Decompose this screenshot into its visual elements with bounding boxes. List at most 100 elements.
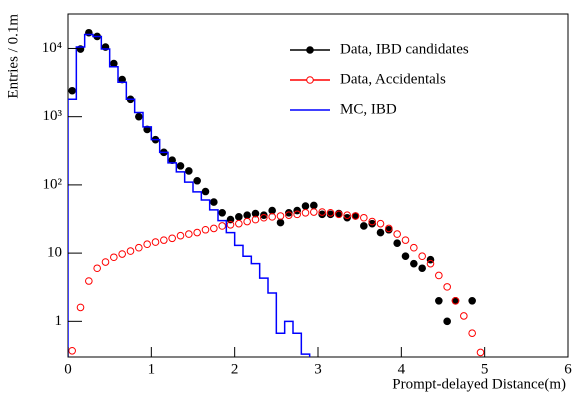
data-point [351,212,360,220]
data-point [201,225,210,234]
data-point [268,213,276,221]
data-point [285,208,293,217]
data-point [118,250,126,258]
data-point [468,329,476,337]
legend-marker [306,46,314,54]
data-point [218,222,226,230]
data-point [368,219,376,228]
data-point [276,212,285,220]
data-point [93,264,101,273]
data-point [135,243,143,252]
data-point [176,162,185,170]
data-point [326,208,335,217]
data-point [401,252,410,261]
x-tick-label: 4 [398,361,406,377]
data-point [235,213,243,221]
legend-label: Data, Accidentals [340,71,446,87]
data-point [410,259,418,268]
data-point [201,187,210,196]
data-point [251,215,260,224]
plot-area [68,28,485,357]
data-point [185,167,193,175]
data-point [143,240,151,249]
data-point [210,224,218,233]
data-point [318,208,326,216]
data-point [476,348,485,357]
data-point [110,253,118,262]
data-point [418,252,426,261]
data-point [460,312,468,320]
data-point [268,206,276,215]
data-point [101,258,110,266]
data-point [393,239,401,247]
data-point [326,210,335,219]
data-point [468,296,476,305]
legend-label: MC, IBD [340,101,397,117]
data-point [410,243,418,252]
data-point [210,198,218,206]
data-point [443,283,451,291]
data-point [426,259,435,268]
data-point [376,228,385,237]
data-point [443,317,451,326]
data-point [401,236,410,244]
data-point [343,213,351,222]
data-point [193,176,201,185]
data-point [76,303,85,312]
data-point [135,112,143,121]
plot-frame [67,13,569,358]
data-point [318,210,326,219]
data-point [226,215,235,224]
data-point [360,222,368,230]
x-axis-label: Prompt-delayed Distance(m) [392,376,566,392]
x-tick-label: 0 [64,361,72,377]
data-point [160,236,168,244]
data-point [393,230,401,238]
data-point [235,219,243,228]
x-tick-label: 3 [314,361,322,377]
data-point [68,346,76,355]
y-axis-label: Entries / 0.1m [5,14,21,99]
data-point [243,217,251,226]
legend-label: Data, IBD candidates [340,41,469,57]
data-point [301,208,310,217]
y-tick-label: 1 [55,313,63,329]
data-point [251,209,260,218]
histogram-line [68,33,311,357]
data-point [293,210,301,219]
data-point [276,218,285,227]
data-point [343,211,351,219]
data-point [185,230,193,238]
data-point [126,247,135,255]
y-tick-label: 10³ [43,108,63,124]
data-point [243,211,251,219]
data-point [385,224,393,233]
data-point [360,213,368,222]
data-point [376,219,385,228]
x-tick-label: 2 [231,361,239,377]
data-point [193,228,201,237]
data-point [85,277,93,285]
data-point [68,86,76,95]
data-point [301,202,310,210]
data-point [310,201,318,210]
y-tick-label: 10 [47,245,62,261]
data-point [435,296,443,305]
data-point [168,234,176,243]
x-tick-label: 1 [148,361,156,377]
data-point [451,296,460,305]
data-point [310,208,318,216]
data-point [260,211,268,219]
data-point [260,213,268,222]
y-tick-label: 10² [43,176,63,192]
legend-marker [306,76,314,84]
data-point [110,59,118,68]
data-point [218,208,226,217]
data-point [418,264,426,273]
data-point [335,210,343,219]
data-point [226,221,235,229]
y-tick-label: 10⁴ [42,40,62,56]
x-tick-label: 6 [564,361,572,377]
data-point [176,231,185,240]
